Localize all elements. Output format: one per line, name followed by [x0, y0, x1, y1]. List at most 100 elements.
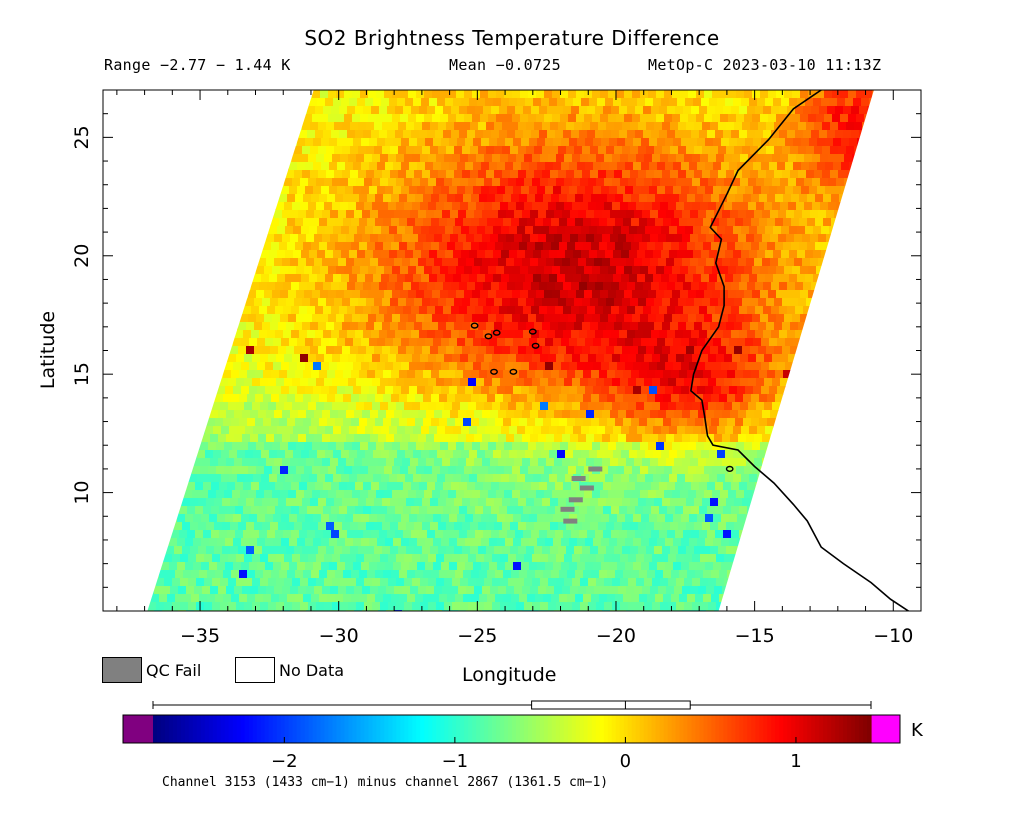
- swath-pixel: [550, 498, 558, 506]
- swath-pixel: [570, 258, 578, 266]
- swath-pixel: [727, 242, 735, 250]
- swath-pixel: [592, 266, 600, 274]
- swath-pixel: [681, 338, 689, 346]
- swath-pixel: [736, 490, 744, 498]
- swath-pixel: [692, 402, 700, 410]
- swath-pixel: [499, 506, 507, 514]
- swath-pixel: [210, 410, 218, 418]
- swath-pixel: [349, 450, 357, 458]
- swath-pixel: [715, 282, 723, 290]
- swath-pixel: [687, 370, 695, 378]
- swath-pixel: [309, 450, 317, 458]
- swath-pixel: [211, 506, 219, 514]
- swath-pixel: [319, 570, 327, 578]
- swath-pixel: [395, 330, 403, 338]
- swath-pixel: [746, 210, 754, 218]
- swath-pixel: [750, 298, 758, 306]
- swath-pixel: [559, 394, 567, 402]
- swath-pixel: [451, 282, 459, 290]
- swath-pixel: [745, 138, 753, 146]
- swath-pixel: [412, 178, 420, 186]
- swath-pixel: [319, 394, 327, 402]
- swath-pixel: [667, 130, 675, 138]
- x-tick-label: −10: [873, 625, 913, 647]
- swath-pixel: [257, 514, 265, 522]
- swath-pixel: [398, 298, 406, 306]
- swath-pixel: [596, 178, 604, 186]
- swath-pixel: [559, 594, 567, 602]
- swath-pixel: [485, 474, 493, 482]
- swath-pixel: [195, 506, 203, 514]
- swath-pixel: [674, 234, 682, 242]
- swath-pixel: [520, 314, 528, 322]
- swath-pixel: [354, 210, 362, 218]
- swath-pixel: [327, 394, 335, 402]
- swath-pixel: [606, 298, 614, 306]
- swath-pixel: [511, 594, 519, 602]
- swath-pixel: [480, 466, 488, 474]
- swath-pixel: [409, 562, 417, 570]
- swath-pixel: [623, 418, 631, 426]
- swath-pixel: [347, 106, 355, 114]
- swath-pixel: [636, 402, 644, 410]
- swath-pixel: [375, 194, 383, 202]
- swath-pixel: [590, 546, 598, 554]
- swath-pixel: [602, 434, 610, 442]
- swath-pixel: [286, 322, 294, 330]
- swath-pixel: [324, 554, 332, 562]
- swath-pixel: [353, 138, 361, 146]
- swath-pixel: [585, 514, 593, 522]
- swath-pixel: [693, 98, 701, 106]
- swath-pixel: [661, 226, 669, 234]
- swath-pixel: [529, 386, 537, 394]
- swath-pixel: [605, 250, 613, 258]
- swath-pixel: [789, 98, 797, 106]
- swath-pixel: [699, 530, 707, 538]
- swath-pixel: [556, 154, 564, 162]
- swath-pixel: [411, 130, 419, 138]
- swath-pixel: [434, 434, 442, 442]
- swath-pixel: [846, 146, 854, 154]
- swath-pixel: [208, 442, 216, 450]
- swath-pixel: [381, 426, 389, 434]
- swath-pixel: [253, 450, 261, 458]
- swath-pixel: [148, 578, 156, 586]
- swath-pixel: [633, 538, 641, 546]
- swath-pixel: [479, 418, 487, 426]
- swath-pixel: [595, 506, 603, 514]
- swath-pixel: [340, 202, 348, 210]
- swath-pixel: [613, 474, 621, 482]
- swath-pixel: [691, 506, 699, 514]
- swath-pixel: [504, 442, 512, 450]
- swath-pixel: [677, 274, 685, 282]
- swath-pixel: [522, 210, 530, 218]
- swath-pixel: [448, 90, 456, 98]
- swath-pixel: [321, 386, 329, 394]
- swath-pixel: [446, 346, 454, 354]
- swath-pixel: [451, 330, 459, 338]
- swath-pixel: [723, 530, 731, 538]
- swath-pixel: [548, 202, 556, 210]
- swath-pixel: [661, 426, 669, 434]
- swath-pixel: [254, 322, 262, 330]
- swath-pixel: [552, 314, 560, 322]
- swath-pixel: [445, 98, 453, 106]
- swath-pixel: [729, 386, 737, 394]
- swath-pixel: [203, 482, 211, 490]
- swath-pixel: [557, 250, 565, 258]
- swath-pixel: [657, 186, 665, 194]
- swath-pixel: [655, 242, 663, 250]
- swath-pixel: [618, 410, 626, 418]
- swath-pixel: [665, 562, 673, 570]
- swath-pixel: [491, 482, 499, 490]
- swath-pixel: [303, 218, 311, 226]
- swath-pixel: [793, 338, 801, 346]
- swath-pixel: [267, 482, 275, 490]
- swath-pixel: [429, 474, 437, 482]
- swath-pixel: [844, 154, 852, 162]
- swath-pixel: [566, 546, 574, 554]
- swath-pixel: [562, 434, 570, 442]
- swath-pixel: [796, 354, 804, 362]
- swath-pixel: [500, 178, 508, 186]
- swath-pixel: [659, 330, 667, 338]
